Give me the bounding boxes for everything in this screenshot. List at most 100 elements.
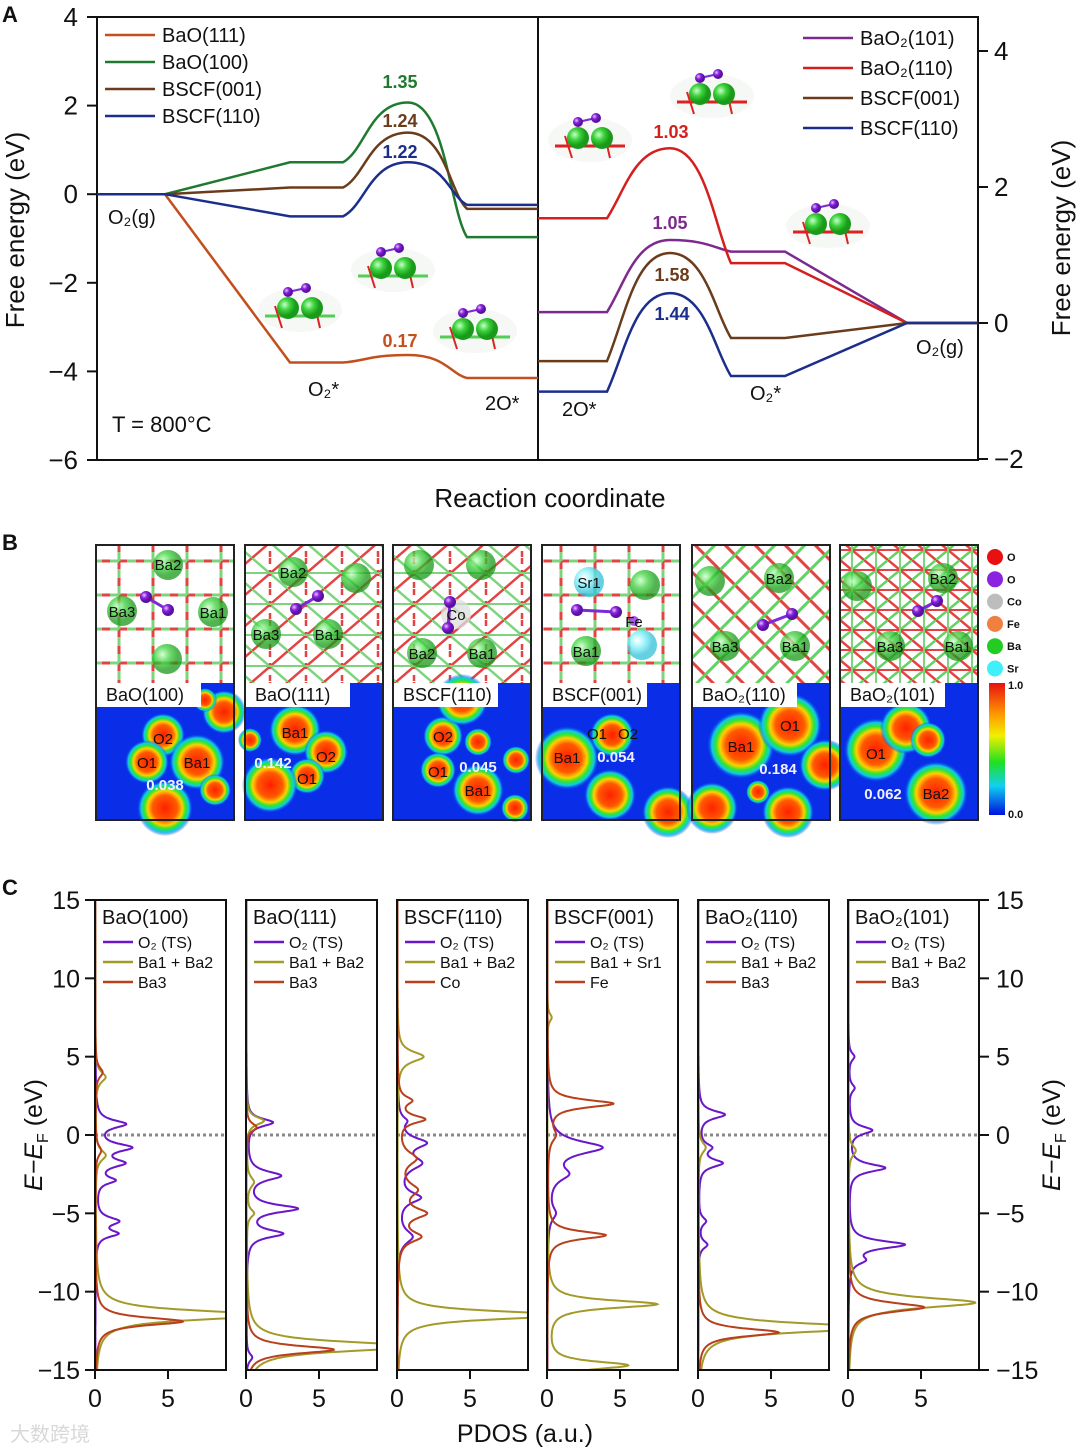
elf-panel-3: Sr1 Fe Ba1 BSCF(001) O1 O2 Ba1 0.054 <box>535 544 694 838</box>
o2-atom <box>786 608 798 620</box>
molecule-shadow <box>351 248 435 292</box>
x-tick-label: 5 <box>914 1385 928 1413</box>
elf-site-label: Ba2 <box>923 786 950 803</box>
legend-label: BSCF(001) <box>860 88 960 110</box>
legend-label: Ba1 + Ba2 <box>891 955 966 972</box>
elf-blob <box>590 713 634 757</box>
title-box <box>542 683 647 707</box>
barrier-label: 1.24 <box>382 111 417 131</box>
elf-value: 0.054 <box>597 749 635 766</box>
x-tick-label: 0 <box>88 1385 102 1413</box>
legend-label: O₂ (TS) <box>891 935 945 952</box>
atom-label: Co <box>446 607 465 624</box>
o-atom <box>283 287 293 297</box>
pdos-panel-title: BSCF(001) <box>554 907 654 929</box>
elf-site-label: Ba1 <box>184 755 211 772</box>
atom-label: Ba1 <box>469 646 496 663</box>
title-box <box>245 683 350 707</box>
elf-blob <box>199 774 231 806</box>
ba-atom <box>301 297 323 319</box>
atom-legend-swatch <box>987 549 1003 565</box>
y-tick-label: −10 <box>38 1279 80 1307</box>
elf-value: 0.062 <box>864 786 902 803</box>
o2-atom <box>571 604 583 616</box>
elf-site-label: O2 <box>433 729 453 746</box>
ba-atom <box>689 83 711 105</box>
elf-blob <box>584 769 636 821</box>
barrier-label: 1.58 <box>654 265 689 285</box>
elf-blob <box>137 780 193 836</box>
y-tick-label-right: −2 <box>994 444 1024 474</box>
atom-label: Ba1 <box>200 605 227 622</box>
ba-atom <box>829 213 851 235</box>
o-atom <box>458 308 468 318</box>
elf-blob <box>464 728 492 756</box>
elf-panel-title: BaO₂(101) <box>850 685 935 705</box>
elf-site-label: O2 <box>316 749 336 766</box>
ba-atom <box>452 318 474 340</box>
state-label: O₂(g) <box>108 207 156 229</box>
molecule-ts-left <box>351 243 435 292</box>
molecule-o2-adsorbed-left <box>258 283 342 332</box>
x-tick-label: 5 <box>463 1385 477 1413</box>
elf-value: 0.038 <box>146 777 184 794</box>
elf-blobs <box>535 713 694 838</box>
o2-atom <box>444 596 456 608</box>
o2-atom <box>162 604 174 616</box>
atom <box>695 566 725 596</box>
elf-blob <box>762 786 814 838</box>
atom <box>630 570 660 600</box>
legend-label: O₂ (TS) <box>440 935 494 952</box>
atom-label: Sr1 <box>577 575 600 592</box>
atom-label: Ba3 <box>877 639 904 656</box>
o2-atom <box>140 591 152 603</box>
barrier-label: 1.05 <box>652 213 687 233</box>
title-bg <box>99 903 219 929</box>
legend-label: Co <box>440 975 461 992</box>
pdos-panel-frame <box>546 899 679 1371</box>
y-tick-label-right: −5 <box>996 1200 1025 1228</box>
atom <box>710 631 740 661</box>
atom <box>198 597 228 627</box>
atom <box>467 638 497 668</box>
atom-label: Ba2 <box>766 571 793 588</box>
pdos-panel-title: BaO(100) <box>102 907 189 929</box>
y-title-sub: F <box>1053 1133 1070 1143</box>
atom <box>629 616 639 626</box>
elf-panel-frame <box>839 544 979 821</box>
pdos-panel-3: O₂ (TS) Ba1 + Sr1 Fe BSCF(001) 0 5 <box>540 899 679 1413</box>
legend-label: O₂ (TS) <box>138 935 192 952</box>
o2-atom <box>610 606 622 618</box>
state-label: O₂* <box>308 379 339 401</box>
y-axis-title-right: E−EF (eV) <box>1038 1079 1070 1191</box>
lattice-bonds <box>840 545 978 683</box>
bond <box>686 91 695 115</box>
colorbar-min-label: 0.0 <box>1008 809 1023 821</box>
atom <box>251 619 281 649</box>
x-tick-label: 0 <box>841 1385 855 1413</box>
o-atom <box>573 117 583 127</box>
watermark: 大数跨境 <box>10 1422 90 1446</box>
atom-label: Ba2 <box>409 646 436 663</box>
y-tick-label-right: 0 <box>996 1122 1010 1150</box>
atom-label: Ba1 <box>315 627 342 644</box>
y-tick-label: 15 <box>52 887 80 915</box>
ba-atom <box>394 257 416 279</box>
atom-label: Ba2 <box>280 565 307 582</box>
o2-atom <box>290 603 302 615</box>
y-title-unit: (eV) <box>20 1079 48 1133</box>
x-tick-label: 5 <box>161 1385 175 1413</box>
elf-panel-title: BaO(111) <box>255 685 330 705</box>
atom <box>627 630 657 660</box>
elf-panel-title: BaO₂(110) <box>702 685 786 705</box>
energy-line-BaO(100) <box>97 101 538 239</box>
energy-line-BaO(111) <box>97 192 538 380</box>
atom <box>943 631 973 661</box>
atom-legend-swatch <box>987 615 1003 632</box>
title-bg <box>551 903 671 929</box>
y-tick-label: 5 <box>66 1044 80 1072</box>
legend-label: Ba3 <box>741 975 770 992</box>
barrier-label: 1.35 <box>382 72 417 92</box>
elf-site-label: O1 <box>137 755 157 772</box>
